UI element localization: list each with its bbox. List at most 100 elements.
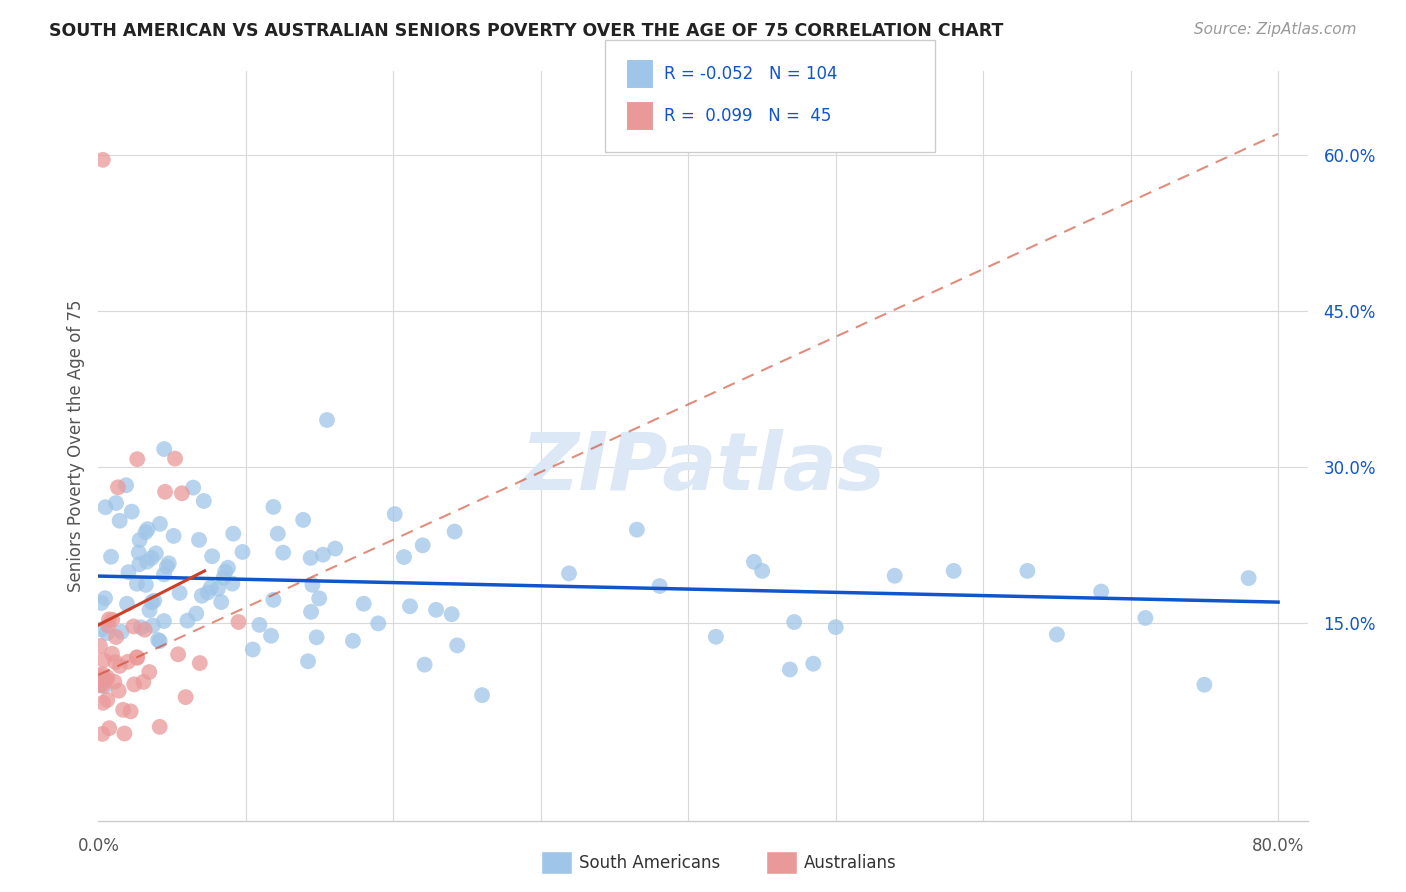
Point xyxy=(801,657,824,671)
Point xyxy=(149,720,172,734)
Point xyxy=(425,603,447,617)
Point xyxy=(89,678,111,692)
Point xyxy=(112,703,135,717)
Point xyxy=(153,567,176,582)
Point xyxy=(399,599,422,614)
Point xyxy=(558,566,581,581)
Point xyxy=(122,677,145,691)
Point xyxy=(221,576,243,591)
Point xyxy=(186,607,208,621)
Point xyxy=(134,623,156,637)
Point xyxy=(128,557,150,571)
Point xyxy=(197,585,219,599)
Point xyxy=(145,546,167,560)
Point xyxy=(191,589,214,603)
Point xyxy=(129,620,152,634)
Point xyxy=(91,678,114,692)
Point xyxy=(824,620,846,634)
Point xyxy=(228,615,250,629)
Point xyxy=(188,656,211,670)
Point xyxy=(353,597,375,611)
Point xyxy=(115,597,138,611)
Point xyxy=(162,529,184,543)
Point xyxy=(193,494,215,508)
Point xyxy=(297,654,319,668)
Point xyxy=(94,591,117,606)
Point xyxy=(107,683,129,698)
Point xyxy=(143,593,166,607)
Point xyxy=(91,153,114,167)
Point xyxy=(783,615,806,629)
Point xyxy=(135,578,157,592)
Point xyxy=(942,564,965,578)
Point xyxy=(108,514,131,528)
Point xyxy=(96,673,118,687)
Point xyxy=(412,538,434,552)
Point xyxy=(94,500,117,515)
Point xyxy=(751,564,773,578)
Point xyxy=(413,657,436,672)
Point xyxy=(127,650,149,665)
Point xyxy=(97,612,120,626)
Point xyxy=(117,565,139,579)
Point xyxy=(89,639,111,653)
Point xyxy=(112,726,135,740)
Text: R = -0.052   N = 104: R = -0.052 N = 104 xyxy=(664,65,837,83)
Point xyxy=(471,688,494,702)
Point xyxy=(1046,627,1069,641)
Text: SOUTH AMERICAN VS AUSTRALIAN SENIORS POVERTY OVER THE AGE OF 75 CORRELATION CHAR: SOUTH AMERICAN VS AUSTRALIAN SENIORS POV… xyxy=(49,22,1004,40)
Point xyxy=(149,634,172,648)
Point xyxy=(1090,584,1112,599)
Point xyxy=(249,617,271,632)
Point xyxy=(110,624,132,639)
Point xyxy=(1135,611,1157,625)
Point xyxy=(214,565,236,579)
Point xyxy=(779,663,801,677)
Point xyxy=(101,647,124,661)
Text: ZIPatlas: ZIPatlas xyxy=(520,429,886,508)
Point xyxy=(135,525,157,540)
Point xyxy=(742,555,765,569)
Point xyxy=(209,595,232,609)
Point xyxy=(176,614,198,628)
Point xyxy=(153,614,176,628)
Point xyxy=(262,592,284,607)
Point xyxy=(142,618,165,632)
Point xyxy=(136,555,159,569)
Point xyxy=(121,505,143,519)
Point xyxy=(200,581,222,595)
Point xyxy=(174,690,197,705)
Point xyxy=(271,546,294,560)
Point xyxy=(163,451,186,466)
Point xyxy=(98,721,121,735)
Point xyxy=(115,478,138,492)
Point xyxy=(105,496,128,510)
Point xyxy=(104,655,127,669)
Point xyxy=(157,557,180,571)
Point xyxy=(443,524,465,539)
Point xyxy=(91,727,114,741)
Point xyxy=(90,673,112,687)
Point xyxy=(440,607,463,622)
Point xyxy=(93,680,115,694)
Point xyxy=(188,533,211,547)
Point xyxy=(141,551,163,566)
Point xyxy=(107,480,129,494)
Point xyxy=(117,655,139,669)
Point xyxy=(96,693,118,707)
Point xyxy=(212,571,235,585)
Point xyxy=(392,549,415,564)
Point xyxy=(138,665,160,679)
Point xyxy=(138,603,160,617)
Point xyxy=(883,568,905,582)
Point xyxy=(89,669,111,683)
Text: Source: ZipAtlas.com: Source: ZipAtlas.com xyxy=(1194,22,1357,37)
Point xyxy=(323,541,346,556)
Point xyxy=(141,595,163,609)
Point xyxy=(1194,678,1216,692)
Point xyxy=(1017,564,1039,578)
Point xyxy=(342,633,364,648)
Point xyxy=(105,630,128,644)
Point xyxy=(153,442,176,456)
Point xyxy=(136,522,159,536)
